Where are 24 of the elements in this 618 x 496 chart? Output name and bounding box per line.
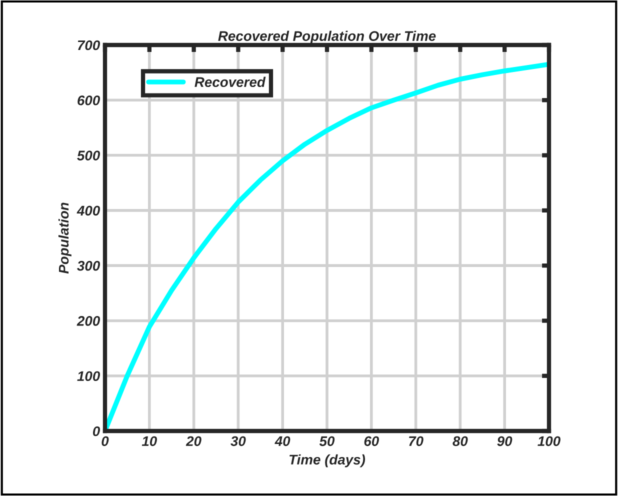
y-axis-title: Population bbox=[58, 202, 72, 274]
chart-title: Recovered Population Over Time bbox=[218, 30, 436, 44]
y-tick-label: 300 bbox=[77, 260, 100, 271]
x-tick-label: 100 bbox=[538, 436, 560, 446]
y-tick-label: 100 bbox=[77, 371, 100, 382]
x-tick-label: 20 bbox=[186, 436, 202, 446]
x-tick-label: 40 bbox=[274, 436, 290, 446]
x-axis-title: Time (days) bbox=[290, 454, 366, 468]
y-tick-label: 400 bbox=[76, 206, 100, 216]
x-tick-label: 0 bbox=[102, 436, 109, 446]
y-tick-label: 0 bbox=[92, 426, 100, 436]
legend-label: Recovered bbox=[194, 76, 266, 88]
y-tick-label: 700 bbox=[78, 40, 100, 50]
x-tick-label: 60 bbox=[364, 436, 379, 446]
y-tick-label: 200 bbox=[76, 316, 100, 326]
x-tick-label: 50 bbox=[319, 436, 335, 446]
x-tick-label: 30 bbox=[230, 436, 246, 446]
x-tick-label: 90 bbox=[497, 436, 512, 446]
y-tick-label: 600 bbox=[78, 95, 100, 106]
x-tick-label: 70 bbox=[409, 436, 424, 446]
x-tick-label: 10 bbox=[142, 436, 157, 446]
line-series bbox=[105, 62, 549, 431]
x-tick-label: 80 bbox=[452, 436, 468, 446]
y-tick-label: 500 bbox=[77, 150, 100, 160]
